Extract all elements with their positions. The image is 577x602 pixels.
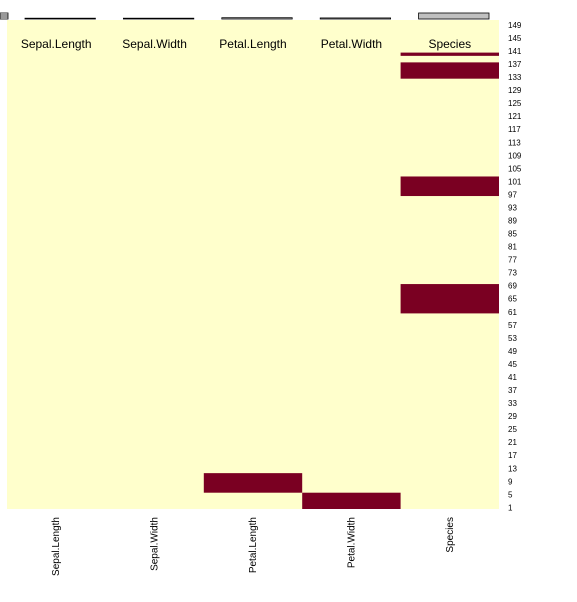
row-tick-17: 17 — [508, 451, 517, 460]
row-tick-45: 45 — [508, 360, 517, 369]
missing-cell-species-3 — [401, 176, 499, 196]
missing-bar-sepal-length — [25, 18, 95, 19]
column-label-sepal-width: Sepal.Width — [122, 37, 187, 51]
missing-bar-species — [419, 13, 489, 19]
bottom-label-petal-width: Petal.Width — [346, 517, 357, 568]
row-tick-101: 101 — [508, 177, 522, 186]
row-tick-1: 1 — [508, 503, 513, 512]
missing-bar-sepal-width — [123, 18, 193, 19]
row-tick-93: 93 — [508, 203, 517, 212]
row-tick-81: 81 — [508, 243, 517, 252]
missing-fraction-bars — [25, 13, 489, 19]
bottom-label-sepal-length: Sepal.Length — [51, 517, 62, 576]
row-tick-149: 149 — [508, 21, 522, 30]
bottom-label-sepal-width: Sepal.Width — [150, 517, 161, 571]
bottom-label-petal-length: Petal.Length — [248, 517, 259, 573]
row-tick-5: 5 — [508, 490, 513, 499]
row-tick-133: 133 — [508, 73, 522, 82]
missing-cell-petal-length-0 — [204, 473, 302, 493]
row-tick-49: 49 — [508, 347, 517, 356]
bottom-label-species: Species — [445, 517, 456, 553]
row-tick-labels: 1491451411371331291251211171131091051019… — [508, 21, 522, 512]
row-tick-121: 121 — [508, 112, 522, 121]
row-tick-25: 25 — [508, 425, 517, 434]
row-tick-41: 41 — [508, 373, 517, 382]
missing-cell-species-5 — [401, 53, 499, 56]
column-label-sepal-length: Sepal.Length — [21, 37, 92, 51]
row-tick-65: 65 — [508, 295, 517, 304]
heatmap-background — [7, 20, 499, 509]
missing-cell-species-2 — [401, 284, 499, 313]
row-tick-77: 77 — [508, 256, 517, 265]
row-tick-145: 145 — [508, 34, 522, 43]
row-tick-89: 89 — [508, 216, 517, 225]
row-tick-33: 33 — [508, 399, 517, 408]
column-label-petal-length: Petal.Length — [219, 37, 286, 51]
heatmap-cells — [7, 20, 499, 509]
row-tick-9: 9 — [508, 477, 513, 486]
row-tick-57: 57 — [508, 321, 517, 330]
row-tick-141: 141 — [508, 47, 522, 56]
row-tick-53: 53 — [508, 334, 517, 343]
row-tick-61: 61 — [508, 308, 517, 317]
row-tick-117: 117 — [508, 125, 521, 134]
window-menu-icon[interactable] — [0, 13, 8, 19]
column-label-species: Species — [428, 37, 471, 51]
row-tick-97: 97 — [508, 190, 517, 199]
column-bottom-labels: Sepal.Length Sepal.Width Petal.Length Petal… — [51, 517, 456, 576]
row-tick-129: 129 — [508, 86, 522, 95]
row-tick-69: 69 — [508, 282, 517, 291]
column-label-petal-width: Petal.Width — [321, 37, 382, 51]
row-tick-85: 85 — [508, 230, 517, 239]
row-tick-13: 13 — [508, 464, 517, 473]
row-tick-109: 109 — [508, 151, 522, 160]
missing-cell-petal-width-1 — [302, 493, 400, 509]
row-tick-137: 137 — [508, 60, 522, 69]
row-tick-21: 21 — [508, 438, 517, 447]
row-tick-113: 113 — [508, 138, 521, 147]
row-tick-125: 125 — [508, 99, 522, 108]
missing-bar-petal-width — [320, 18, 390, 19]
row-tick-37: 37 — [508, 386, 517, 395]
missing-bar-petal-length — [222, 18, 292, 19]
row-tick-105: 105 — [508, 164, 522, 173]
missing-cell-species-4 — [401, 62, 499, 78]
row-tick-29: 29 — [508, 412, 517, 421]
row-tick-73: 73 — [508, 269, 517, 278]
